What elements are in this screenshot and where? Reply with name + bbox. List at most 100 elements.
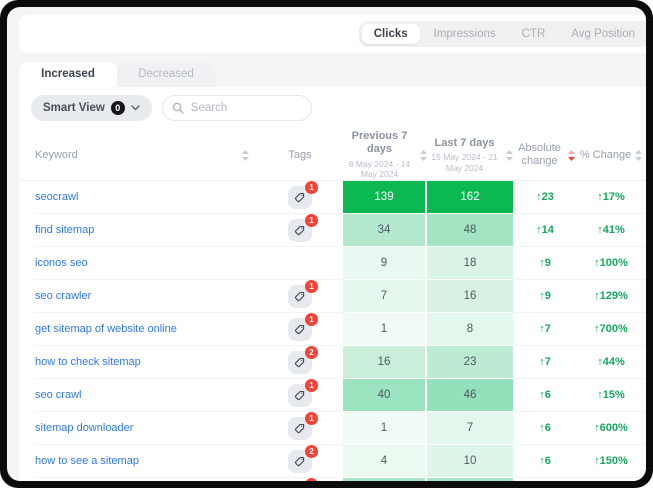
table-row: get sitemap of website online 1 1 8 ↑7 ↑… bbox=[19, 313, 646, 346]
tab-clicks[interactable]: Clicks bbox=[362, 24, 420, 44]
last-value-cell: 48 bbox=[427, 214, 513, 247]
url-cell[interactable] bbox=[645, 478, 646, 481]
tag-count-badge: 1 bbox=[305, 412, 318, 425]
url-cell[interactable]: /en bbox=[645, 214, 646, 247]
tab-increased[interactable]: Increased bbox=[19, 62, 117, 87]
keyword-link[interactable]: get sitemap of website online bbox=[35, 323, 177, 335]
tab-avg-position[interactable]: Avg Position bbox=[559, 24, 646, 44]
keyword-cell: how to check sitemap bbox=[35, 346, 257, 379]
tag-icon bbox=[294, 455, 306, 467]
url-cell[interactable]: /en bbox=[645, 346, 646, 379]
keyword-cell: sitemap downloader bbox=[35, 412, 257, 445]
tags-cell: 2 bbox=[257, 346, 343, 379]
tags-cell: 1 bbox=[257, 412, 343, 445]
search-input[interactable] bbox=[162, 95, 312, 121]
keyword-link[interactable]: seo crawl bbox=[35, 389, 81, 401]
view-tabs: Increased Decreased bbox=[19, 62, 215, 87]
pct-change-cell: ↑44% bbox=[577, 346, 645, 379]
previous-value-cell: 7 bbox=[343, 280, 427, 313]
tag-count-badge: 1 bbox=[305, 214, 318, 227]
toolbar: Smart View 0 bbox=[31, 95, 646, 121]
tag-count-badge: 1 bbox=[305, 478, 318, 482]
tag-count-badge: 1 bbox=[305, 181, 318, 194]
keyword-cell: find sitemap bbox=[35, 214, 257, 247]
column-header-last[interactable]: Last 7 days15 May 2024 - 21 May 2024 bbox=[427, 130, 513, 180]
url-cell[interactable]: /en bbox=[645, 379, 646, 412]
column-header-url[interactable]: URL bbox=[645, 130, 646, 180]
keyword-link[interactable]: iconos seo bbox=[35, 257, 88, 269]
keyword-cell: get sitemap of website online bbox=[35, 313, 257, 346]
table-row: seocrawl 1 139 162 ↑23 ↑17% / bbox=[19, 181, 646, 214]
keyword-link[interactable]: find sitemap bbox=[35, 224, 94, 236]
tag-button[interactable]: 1 bbox=[288, 318, 312, 341]
topbar-card: Clicks Impressions CTR Avg Position bbox=[19, 15, 646, 53]
last-value-cell: 16 bbox=[427, 280, 513, 313]
previous-value-cell: 40 bbox=[343, 379, 427, 412]
last-value-cell: 46 bbox=[427, 379, 513, 412]
previous-value-cell: 4 bbox=[343, 445, 427, 478]
column-header-keyword[interactable]: Keyword bbox=[35, 130, 257, 180]
keyword-link[interactable]: how to check sitemap bbox=[35, 356, 141, 368]
keyword-link[interactable]: sitemap downloader bbox=[35, 422, 133, 434]
keyword-link[interactable]: how to see a sitemap bbox=[35, 455, 139, 467]
tag-button[interactable]: 2 bbox=[288, 450, 312, 473]
table-row: how to see a sitemap 2 4 10 ↑6 ↑150% /en bbox=[19, 445, 646, 478]
url-cell[interactable]: /en bbox=[645, 313, 646, 346]
tab-ctr[interactable]: CTR bbox=[510, 24, 558, 44]
tab-decreased[interactable]: Decreased bbox=[117, 62, 215, 87]
chevron-down-icon bbox=[131, 105, 140, 111]
url-cell[interactable]: /em bbox=[645, 247, 646, 280]
pct-change-cell: ↑700% bbox=[577, 313, 645, 346]
last-value-cell: 162 bbox=[427, 181, 513, 214]
table-row: iconos seo 9 18 ↑9 ↑100% /em bbox=[19, 247, 646, 280]
previous-value-cell: 16 bbox=[343, 346, 427, 379]
table-card: Smart View 0 Keyword Tags Previous 7 day… bbox=[19, 87, 646, 481]
tag-button[interactable]: 1 bbox=[288, 186, 312, 209]
tag-button[interactable]: 1 bbox=[288, 285, 312, 308]
url-cell[interactable]: /en bbox=[645, 445, 646, 478]
tag-count-badge: 2 bbox=[305, 445, 318, 458]
keyword-link[interactable]: seo crawler bbox=[35, 290, 91, 302]
column-header-pct-change[interactable]: % Change bbox=[577, 130, 645, 180]
tags-cell: 2 bbox=[257, 445, 343, 478]
smart-view-dropdown[interactable]: Smart View 0 bbox=[31, 95, 152, 121]
tab-impressions[interactable]: Impressions bbox=[422, 24, 508, 44]
previous-value-cell: 1 bbox=[343, 313, 427, 346]
app-screen: Clicks Impressions CTR Avg Position Incr… bbox=[7, 7, 646, 481]
sort-icon-active[interactable] bbox=[568, 150, 575, 161]
url-cell[interactable]: / bbox=[645, 181, 646, 214]
tag-count-badge: 2 bbox=[305, 346, 318, 359]
tags-cell: 1 bbox=[257, 280, 343, 313]
search-box bbox=[162, 95, 312, 121]
keyword-link[interactable]: seocrawl bbox=[35, 191, 78, 203]
table-row: sitemap downloader 1 1 7 ↑6 ↑600% /en bbox=[19, 412, 646, 445]
tag-button[interactable]: 2 bbox=[288, 351, 312, 374]
last-value-cell: 18 bbox=[427, 247, 513, 280]
column-header-previous[interactable]: Previous 7 days8 May 2024 - 14 May 2024 bbox=[343, 130, 427, 180]
tag-button[interactable]: 1 bbox=[288, 417, 312, 440]
tag-button[interactable]: 1 bbox=[288, 219, 312, 242]
tag-icon bbox=[294, 323, 306, 335]
url-cell[interactable]: /en bbox=[645, 412, 646, 445]
keyword-cell: seocrawl bbox=[35, 181, 257, 214]
smart-view-count-badge: 0 bbox=[111, 101, 125, 115]
table-header: Keyword Tags Previous 7 days8 May 2024 -… bbox=[19, 130, 646, 181]
sort-icon[interactable] bbox=[242, 150, 249, 161]
sort-icon[interactable] bbox=[420, 150, 427, 161]
absolute-change-cell bbox=[513, 478, 577, 481]
column-header-absolute-change[interactable]: Absolute change bbox=[513, 130, 577, 180]
absolute-change-cell: ↑7 bbox=[513, 313, 577, 346]
sort-icon[interactable] bbox=[506, 150, 513, 161]
absolute-change-cell: ↑14 bbox=[513, 214, 577, 247]
url-cell[interactable]: / bbox=[645, 280, 646, 313]
keyword-cell: iconos seo bbox=[35, 247, 257, 280]
pct-change-cell: ↑17% bbox=[577, 181, 645, 214]
tag-button[interactable]: 1 bbox=[288, 384, 312, 407]
absolute-change-cell: ↑6 bbox=[513, 445, 577, 478]
last-value-cell: 10 bbox=[427, 445, 513, 478]
table-row: find sitemap 1 34 48 ↑14 ↑41% /en bbox=[19, 214, 646, 247]
absolute-change-cell: ↑6 bbox=[513, 412, 577, 445]
metric-tabs: Clicks Impressions CTR Avg Position bbox=[359, 21, 646, 47]
sort-icon[interactable] bbox=[635, 150, 642, 161]
tags-cell bbox=[257, 247, 343, 280]
